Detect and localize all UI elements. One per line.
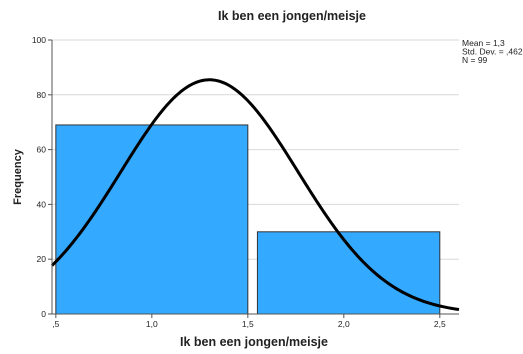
- x-axis-ticks: ,5 1,0 1,5 2,0 2,5: [52, 314, 446, 329]
- normal-curve: [50, 78, 460, 312]
- normal-curve-line: [50, 78, 460, 312]
- chart-title: Ik ben een jongen/meisje: [218, 9, 366, 23]
- y-tick-label: 40: [37, 199, 47, 209]
- y-tick-label: 0: [41, 309, 46, 319]
- histogram-bars: [55, 124, 441, 315]
- stat-line: Mean = 1,3: [462, 38, 505, 48]
- x-tick-label: ,5: [52, 319, 59, 329]
- x-tick-label: 2,0: [338, 319, 350, 329]
- y-axis-ticks: 0 20 40 60 80 100: [32, 35, 52, 319]
- axes: [51, 40, 459, 315]
- x-tick-label: 1,0: [146, 319, 158, 329]
- x-tick-label: 2,5: [434, 319, 446, 329]
- y-tick-label: 20: [37, 254, 47, 264]
- histogram-bar: [55, 124, 249, 315]
- y-tick-label: 60: [37, 145, 47, 155]
- stat-line: N = 99: [462, 55, 488, 65]
- stat-line: Std. Dev. = ,462: [462, 47, 523, 57]
- x-tick-label: 1,5: [242, 319, 254, 329]
- y-tick-label: 100: [32, 35, 46, 45]
- y-tick-label: 80: [37, 90, 47, 100]
- x-axis-label: Ik ben een jongen/meisje: [180, 335, 328, 349]
- y-axis-label: Frequency: [12, 148, 24, 205]
